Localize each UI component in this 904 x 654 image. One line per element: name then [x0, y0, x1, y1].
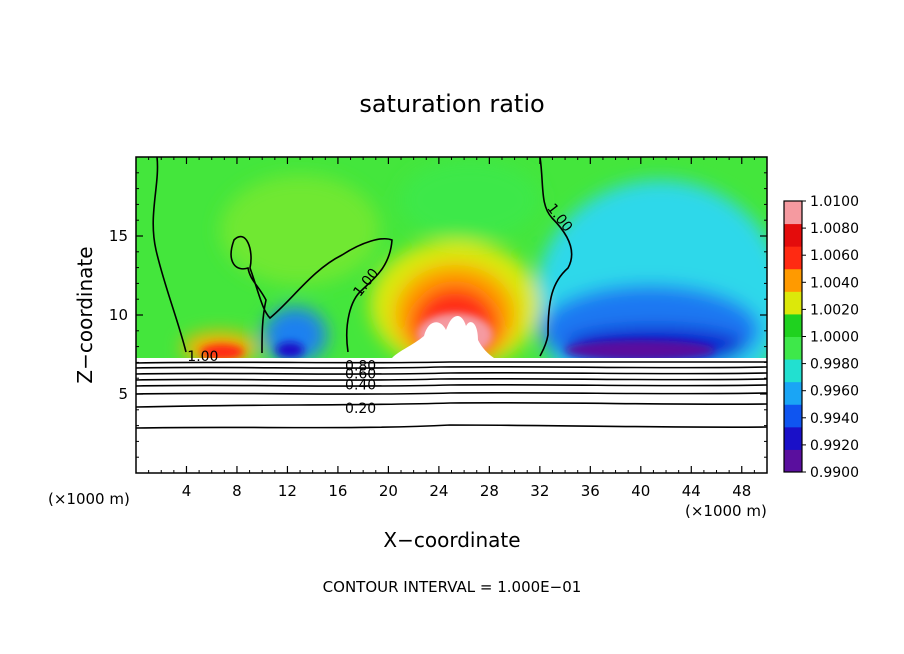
colorbar-label: 1.0020 — [810, 302, 859, 318]
supersaturated-white-core — [392, 315, 494, 358]
colorbar-swatch — [784, 359, 802, 383]
x-axis-label: X−coordinate — [383, 528, 520, 552]
colorbar-label: 0.9900 — [810, 465, 859, 481]
colorbar-label: 1.0000 — [810, 330, 859, 346]
x-tick-label: 36 — [581, 482, 600, 500]
colorbar-swatch — [784, 449, 802, 473]
contour-label: 0.40 — [345, 378, 376, 394]
colorbar-swatch — [784, 223, 802, 247]
colorbar-swatch — [784, 291, 802, 315]
colorbar-label: 1.0040 — [810, 275, 859, 291]
contour-060 — [136, 371, 767, 375]
contour-label: 0.60 — [345, 366, 376, 382]
below-cloud-region — [136, 358, 767, 473]
contour-100-right — [539, 157, 573, 357]
contour-080 — [136, 360, 767, 364]
colorbar-label: 0.9960 — [810, 384, 859, 400]
contour-050 — [136, 377, 767, 381]
colorbar: 0.9900 0.9920 0.9940 0.9960 0.9980 1.0000 1.00… — [783, 194, 859, 481]
contour-040 — [136, 383, 767, 387]
colorbar-label: 0.9920 — [810, 438, 859, 454]
x-unit-label-left: (×1000 m) — [48, 490, 130, 508]
colorbar-swatch — [784, 313, 802, 337]
x-tick-label: 40 — [631, 482, 650, 500]
colorbar-label: 0.9940 — [810, 411, 859, 427]
colorbar-label: 1.0060 — [810, 248, 859, 264]
contour-100-middle — [230, 235, 393, 354]
colorbar-swatch — [784, 246, 802, 270]
contour-labels: 1.001.001.000.800.600.400.20 — [187, 201, 575, 417]
x-tick-label: 8 — [232, 482, 242, 500]
colorbar-label: 1.0100 — [810, 194, 859, 210]
plot-area — [136, 157, 767, 473]
contour-070 — [136, 365, 767, 369]
x-tick-label: 12 — [278, 482, 297, 500]
contour-020 — [136, 401, 767, 408]
x-unit-label-right: (×1000 m) — [685, 502, 767, 520]
x-tick-label: 24 — [429, 482, 448, 500]
y-tick-label: 10 — [109, 306, 128, 324]
contour-interval-note: CONTOUR INTERVAL = 1.000E−01 — [323, 578, 582, 596]
x-tick-label: 44 — [682, 482, 701, 500]
y-tick-label: 15 — [109, 227, 128, 245]
x-tick-label: 48 — [732, 482, 751, 500]
contour-100-left — [152, 157, 187, 353]
colorbar-swatch — [784, 336, 802, 360]
x-tick-label: 20 — [379, 482, 398, 500]
colorbar-swatch — [784, 268, 802, 292]
contour-lines — [136, 157, 767, 429]
x-axis: 4 8 12 16 20 24 28 32 36 40 44 48 — [148, 157, 755, 500]
colorbar-label: 1.0080 — [810, 221, 859, 237]
contour-010 — [136, 424, 767, 429]
colorbar-label: 0.9980 — [810, 357, 859, 373]
contour-label: 0.20 — [345, 401, 376, 417]
colorbar-swatch — [784, 381, 802, 405]
colorbar-swatch — [784, 404, 802, 428]
x-tick-label: 28 — [480, 482, 499, 500]
y-axis: 5 10 15 — [109, 172, 767, 458]
y-axis-label: Z−coordinate — [73, 246, 97, 383]
colorbar-swatch — [784, 426, 802, 450]
x-tick-label: 32 — [530, 482, 549, 500]
contour-030 — [136, 391, 767, 395]
contour-label: 1.00 — [187, 349, 218, 365]
y-tick-label: 5 — [118, 385, 128, 403]
chart-title: saturation ratio — [359, 90, 544, 118]
x-tick-label: 4 — [182, 482, 192, 500]
x-tick-label: 16 — [328, 482, 347, 500]
contour-label: 0.80 — [345, 359, 376, 375]
colorbar-swatch — [784, 201, 802, 225]
